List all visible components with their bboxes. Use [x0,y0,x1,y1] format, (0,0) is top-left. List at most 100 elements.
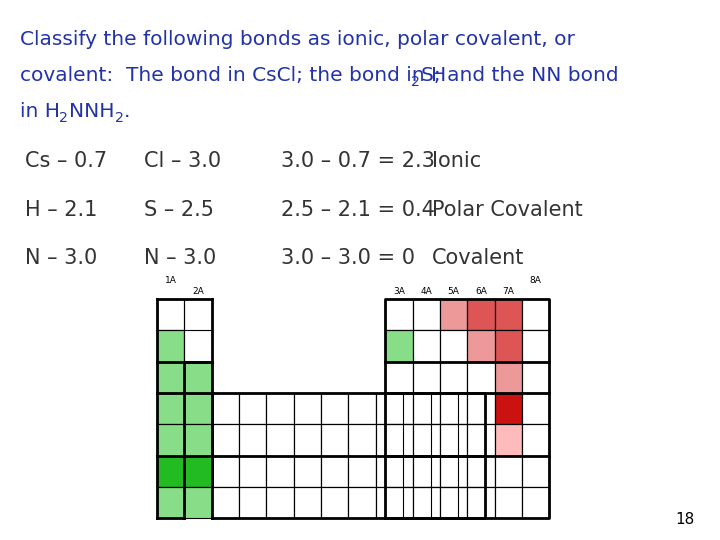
Bar [403,456,431,487]
Bar [157,299,184,330]
Bar [440,330,467,362]
Bar [294,456,321,487]
Bar [440,299,467,330]
Bar [431,456,458,487]
Bar [467,393,495,424]
Text: 6A: 6A [475,287,487,296]
Bar [495,487,522,518]
Bar [157,393,184,424]
Text: 2: 2 [59,111,68,125]
Bar [266,456,294,487]
Text: Polar Covalent: Polar Covalent [432,200,582,220]
Bar [376,393,403,424]
Bar [385,487,413,518]
Bar [348,487,376,518]
Bar [522,362,549,393]
Bar [212,424,239,456]
Bar [157,424,184,456]
Bar [431,424,458,456]
Bar [294,393,321,424]
Bar [495,330,522,362]
Bar [413,299,440,330]
Bar [431,487,458,518]
Text: in H: in H [20,102,60,121]
Bar [266,487,294,518]
Bar [522,456,549,487]
Bar [440,393,467,424]
Bar [184,456,212,487]
Text: Covalent: Covalent [432,248,524,268]
Bar [403,393,431,424]
Bar [440,456,467,487]
Bar [385,393,413,424]
Text: 3.0 – 0.7 = 2.3: 3.0 – 0.7 = 2.3 [281,151,435,171]
Text: 5A: 5A [448,287,459,296]
Text: S – 2.5: S – 2.5 [144,200,214,220]
Bar [413,456,440,487]
Text: Cs – 0.7: Cs – 0.7 [25,151,107,171]
Text: 3.0 – 3.0 = 0: 3.0 – 3.0 = 0 [281,248,415,268]
Text: 2.5 – 2.1 = 0.4: 2.5 – 2.1 = 0.4 [281,200,435,220]
Text: 2A: 2A [192,287,204,296]
Bar [413,330,440,362]
Bar [522,299,549,330]
Bar [458,424,485,456]
Bar [467,330,495,362]
Text: 2: 2 [412,75,420,89]
Bar [376,424,403,456]
Bar [495,299,522,330]
Bar [184,424,212,456]
Bar [522,393,549,424]
Bar [294,424,321,456]
Bar [321,456,348,487]
Bar [212,393,239,424]
Bar [385,299,413,330]
Bar [458,393,485,424]
Bar [522,330,549,362]
Text: 18: 18 [675,511,695,526]
Text: NNH: NNH [69,102,114,121]
Bar [239,487,266,518]
Bar [431,393,458,424]
Bar [467,424,495,456]
Bar [413,487,440,518]
Bar [385,362,413,393]
Bar [266,424,294,456]
Bar [184,330,212,362]
Text: S; and the NN bond: S; and the NN bond [421,66,618,85]
Text: 8A: 8A [530,276,541,285]
Bar [157,487,184,518]
Bar [321,393,348,424]
Text: Cl – 3.0: Cl – 3.0 [144,151,221,171]
Bar [440,424,467,456]
Bar [184,393,212,424]
Bar [321,424,348,456]
Text: Ionic: Ionic [432,151,481,171]
Bar [403,424,431,456]
Bar [413,424,440,456]
Bar [184,362,212,393]
Bar [467,456,495,487]
Bar [348,424,376,456]
Bar [348,456,376,487]
Bar [385,424,413,456]
Bar [440,487,467,518]
Bar [239,424,266,456]
Bar [413,393,440,424]
Bar [495,424,522,456]
Bar [157,362,184,393]
Text: H – 2.1: H – 2.1 [25,200,98,220]
Bar [467,487,495,518]
Bar [239,393,266,424]
Bar [495,456,522,487]
Text: .: . [124,102,130,121]
Text: 4A: 4A [420,287,432,296]
Bar [522,424,549,456]
Bar [348,393,376,424]
Text: 3A: 3A [393,287,405,296]
Bar [239,456,266,487]
Bar [212,487,239,518]
Text: N – 3.0: N – 3.0 [25,248,97,268]
Bar [385,330,413,362]
Bar [385,456,413,487]
